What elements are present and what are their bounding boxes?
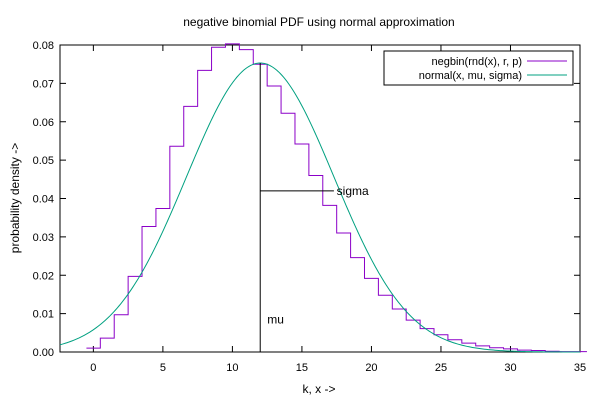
- x-tick-label: 25: [435, 362, 447, 374]
- legend-label-negbin: negbin(rnd(x), r, p): [432, 56, 522, 68]
- y-tick-label: 0.03: [33, 232, 54, 244]
- plot-border: [59, 44, 581, 353]
- annotation-sigma: sigma: [337, 184, 369, 198]
- plot-frame: [59, 44, 581, 353]
- x-tick-label: 30: [504, 362, 516, 374]
- y-tick-label: 0.00: [33, 347, 54, 359]
- x-axis-label: k, x ->: [302, 382, 335, 396]
- x-axis: 0 5 10 15 20 25 30 35: [90, 45, 586, 374]
- legend-label-normal: normal(x, mu, sigma): [419, 70, 522, 82]
- marker-layer: [259, 63, 334, 352]
- x-tick-label: 15: [296, 362, 308, 374]
- y-axis-label: probability density ->: [8, 143, 22, 253]
- y-tick-label: 0.05: [33, 155, 54, 167]
- y-tick-label: 0.06: [33, 117, 54, 129]
- y-tick-label: 0.04: [33, 194, 54, 206]
- series-negbin-step: [86, 43, 587, 353]
- y-tick-label: 0.02: [33, 270, 54, 282]
- series-normal-curve: [59, 62, 581, 353]
- annotation-mu: mu: [267, 312, 284, 326]
- x-tick-label: 0: [90, 362, 96, 374]
- y-tick-label: 0.01: [33, 309, 54, 321]
- x-tick-label: 10: [226, 362, 238, 374]
- chart-title: negative binomial PDF using normal appro…: [183, 15, 454, 29]
- y-tick-label: 0.07: [33, 78, 54, 90]
- x-tick-label: 20: [365, 362, 377, 374]
- y-tick-label: 0.08: [33, 40, 54, 52]
- series-layer: [59, 43, 587, 353]
- x-tick-label: 35: [574, 362, 586, 374]
- legend: negbin(rnd(x), r, p) normal(x, mu, sigma…: [383, 50, 574, 86]
- x-tick-label: 5: [160, 362, 166, 374]
- legend-box: [383, 50, 574, 86]
- y-axis: 0.00 0.01 0.02 0.03 0.04 0.05 0.06 0.07 0.08: [33, 40, 580, 359]
